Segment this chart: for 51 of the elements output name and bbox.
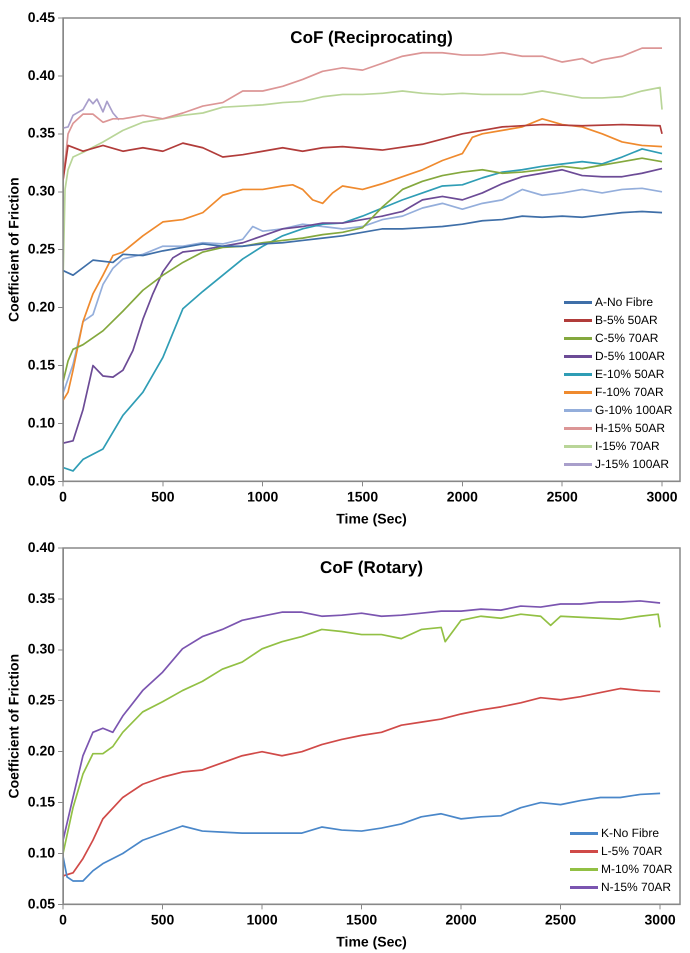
y-tick-label: 0.30	[28, 182, 56, 199]
y-tick-label: 0.25	[28, 692, 56, 708]
legend-label: C-5% 70AR	[595, 330, 658, 348]
legend-label: J-15% 100AR	[595, 456, 670, 474]
legend-label: N-15% 70AR	[601, 879, 672, 896]
legend-label: M-10% 70AR	[601, 861, 672, 878]
y-tick-label: 0.30	[28, 640, 56, 657]
y-tick-label: 0.05	[28, 895, 56, 912]
y-axis-title: Coefficient of Friction	[5, 177, 22, 322]
x-tick-label: 500	[150, 912, 174, 928]
x-tick-label: 2000	[446, 488, 478, 505]
legend-label: E-10% 50AR	[595, 366, 664, 384]
y-tick-label: 0.10	[28, 844, 56, 860]
y-tick-label: 0.25	[28, 240, 56, 257]
y-tick-label: 0.20	[28, 742, 56, 759]
y-tick-label: 0.15	[28, 793, 56, 810]
x-tick-label: 0	[59, 912, 68, 928]
x-tick-label: 1000	[246, 912, 278, 928]
x-tick-label: 3000	[646, 488, 678, 505]
legend-label: K-No Fibre	[601, 825, 660, 842]
legend-label: D-5% 100AR	[595, 348, 666, 366]
text: CoF (Rotary)	[320, 558, 423, 578]
y-tick-label: 0.35	[28, 124, 56, 141]
y-tick-label: 0.15	[28, 356, 56, 372]
y-axis-title: Coefficient of Friction	[5, 654, 22, 799]
legend-label: A-No Fibre	[595, 294, 654, 312]
y-tick-label: 0.40	[28, 538, 56, 555]
legend-label: I-15% 70AR	[595, 438, 660, 456]
y-tick-label: 0.20	[28, 298, 56, 314]
legend-label: G-10% 100AR	[595, 402, 672, 420]
x-axis-title: Time (Sec)	[336, 933, 407, 950]
legend-label: L-5% 70AR	[601, 843, 662, 860]
x-tick-label: 500	[151, 488, 175, 505]
y-tick-label: 0.35	[28, 590, 56, 606]
legend-label: F-10% 70AR	[595, 384, 664, 402]
legend-label: H-15% 50AR	[595, 420, 666, 438]
y-tick-label: 0.45	[28, 8, 56, 25]
x-tick-label: 1500	[346, 912, 378, 928]
y-tick-label: 0.05	[28, 472, 56, 488]
x-axis-title: Time (Sec)	[336, 510, 407, 526]
legend-label: B-5% 50AR	[595, 312, 658, 330]
x-tick-label: 2500	[546, 488, 578, 505]
x-tick-label: 0	[59, 488, 68, 505]
y-tick-label: 0.10	[28, 414, 56, 430]
x-tick-label: 2500	[545, 912, 576, 928]
x-tick-label: 1500	[346, 488, 378, 505]
y-tick-label: 0.40	[28, 66, 56, 83]
x-tick-label: 2000	[446, 912, 477, 928]
x-tick-label: 1000	[247, 488, 278, 505]
text: CoF (Reciprocating)	[290, 28, 453, 48]
x-tick-label: 3000	[644, 912, 676, 928]
